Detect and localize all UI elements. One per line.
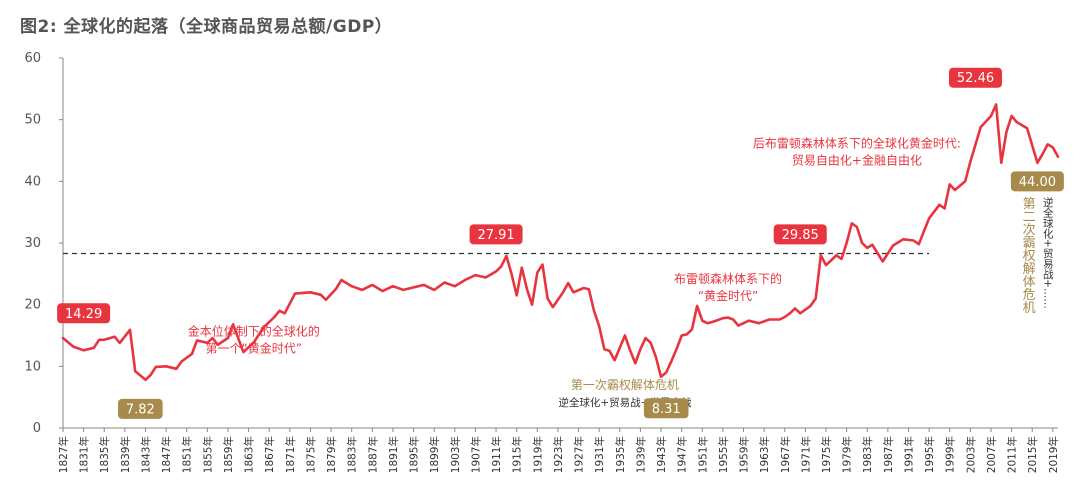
x-tick-label: 2011年 <box>1006 436 1019 473</box>
value-badge-label: 8.31 <box>652 402 681 417</box>
x-tick-label: 1835年 <box>98 436 111 473</box>
x-tick-label: 1995年 <box>923 436 936 473</box>
x-tick-label: 1883年 <box>346 436 359 473</box>
x-tick-label: 1919年 <box>531 436 544 473</box>
annotation-text: 布雷顿森林体系下的 <box>674 271 782 286</box>
x-tick-label: 1891年 <box>387 436 400 473</box>
x-tick-label: 1899年 <box>428 436 441 473</box>
x-tick-label: 1863年 <box>243 436 256 473</box>
x-tick-label: 1935年 <box>614 436 627 473</box>
x-tick-label: 1967年 <box>779 436 792 473</box>
x-tick-label: 1939年 <box>634 436 647 473</box>
value-badge-label: 14.29 <box>65 307 102 322</box>
x-tick-label: 1947年 <box>676 436 689 473</box>
x-tick-label: 1931年 <box>593 436 606 473</box>
x-tick-label: 2003年 <box>964 436 977 473</box>
badges-group: 14.29 7.82 27.91 8.31 29.85 52.46 44.00 <box>57 67 1064 419</box>
value-badge-label: 7.82 <box>126 402 155 417</box>
y-axis: 0 10 20 30 40 50 60 <box>24 51 64 436</box>
value-badge <box>949 67 1003 88</box>
x-tick-label: 1855年 <box>201 436 214 473</box>
x-tick-label: 1923年 <box>552 436 565 473</box>
value-badge <box>643 398 689 419</box>
value-badge-label: 52.46 <box>957 71 994 86</box>
value-badge <box>469 224 523 245</box>
chart-title: 图2: 全球化的起落（全球商品贸易总额/GDP） <box>20 17 393 37</box>
x-tick-label: 1839年 <box>119 436 132 473</box>
value-badge <box>1010 171 1064 192</box>
y-tick-label: 40 <box>24 174 41 189</box>
annotation-text: 后布雷顿森林体系下的全球化黄金时代: <box>753 135 961 150</box>
series-group <box>61 103 1060 382</box>
vertical-annotation: 第二次霸权解体危机 <box>1020 197 1036 315</box>
x-tick-label: 1927年 <box>573 436 586 473</box>
x-tick-label: 1963年 <box>758 436 771 473</box>
annotation-text: 第一次霸权解体危机 <box>571 378 679 392</box>
x-tick-label: 1851年 <box>181 436 194 473</box>
y-tick-label: 50 <box>24 113 41 128</box>
x-tick-label: 1915年 <box>511 436 524 473</box>
vertical-annotation: 逆全球化+贸易战+…… <box>1042 196 1054 309</box>
x-tick-label: 1983年 <box>861 436 874 473</box>
x-tick-label: 1827年 <box>57 436 70 473</box>
x-tick-label: 2007年 <box>985 436 998 473</box>
y-tick-label: 0 <box>33 421 41 436</box>
value-badge <box>57 303 111 324</box>
x-tick-label: 1951年 <box>696 436 709 473</box>
x-tick-label: 1895年 <box>408 436 421 473</box>
x-tick-label: 1911年 <box>490 436 503 473</box>
value-badge-label: 27.91 <box>477 228 514 243</box>
x-tick-label: 1831年 <box>78 436 91 473</box>
value-badge-label: 29.85 <box>782 228 819 243</box>
x-tick-label: 1859年 <box>222 436 235 473</box>
x-tick-label: 1955年 <box>717 436 730 473</box>
x-tick-label: 1879年 <box>325 436 338 473</box>
x-tick-label: 1867年 <box>263 436 276 473</box>
x-tick-label: 1871年 <box>284 436 297 473</box>
y-tick-label: 20 <box>24 298 41 313</box>
x-tick-label: 1975年 <box>820 436 833 473</box>
x-tick-label: 1907年 <box>469 436 482 473</box>
x-tick-label: 1979年 <box>841 436 854 473</box>
annotation-text: 贸易自由化+金融自由化 <box>792 152 922 167</box>
y-tick-label: 30 <box>24 236 41 251</box>
x-tick-label: 1875年 <box>304 436 317 473</box>
x-tick-label: 1843年 <box>139 436 152 473</box>
value-badge-label: 44.00 <box>1019 175 1056 190</box>
y-tick-label: 60 <box>24 51 41 66</box>
annotations-group: 金本位体制下的全球化的第一个“黄金时代”第一次霸权解体危机逆全球化+贸易战+世界… <box>188 135 1054 408</box>
x-tick-label: 1987年 <box>882 436 895 473</box>
x-tick-label: 1991年 <box>902 436 915 473</box>
x-tick-label: 2015年 <box>1026 436 1039 473</box>
annotation-text: “黄金时代” <box>698 288 758 303</box>
annotation-text: 金本位体制下的全球化的 <box>188 324 320 339</box>
x-tick-label: 1943年 <box>655 436 668 473</box>
annotation-text: 第一个“黄金时代” <box>206 341 302 356</box>
x-tick-label: 1999年 <box>944 436 957 473</box>
x-axis: 1827年 1831年 1835年 1839年 1843年 1847年 1851年 1855年… <box>57 427 1060 473</box>
x-tick-label: 1903年 <box>449 436 462 473</box>
x-tick-label: 2019年 <box>1047 436 1060 473</box>
x-tick-label: 1959年 <box>738 436 751 473</box>
x-tick-label: 1847年 <box>160 436 173 473</box>
value-badge <box>773 224 827 245</box>
series-line <box>61 103 1060 382</box>
y-tick-label: 10 <box>24 359 41 374</box>
value-badge <box>118 398 163 419</box>
x-tick-label: 1887年 <box>366 436 379 473</box>
x-tick-label: 1971年 <box>799 436 812 473</box>
